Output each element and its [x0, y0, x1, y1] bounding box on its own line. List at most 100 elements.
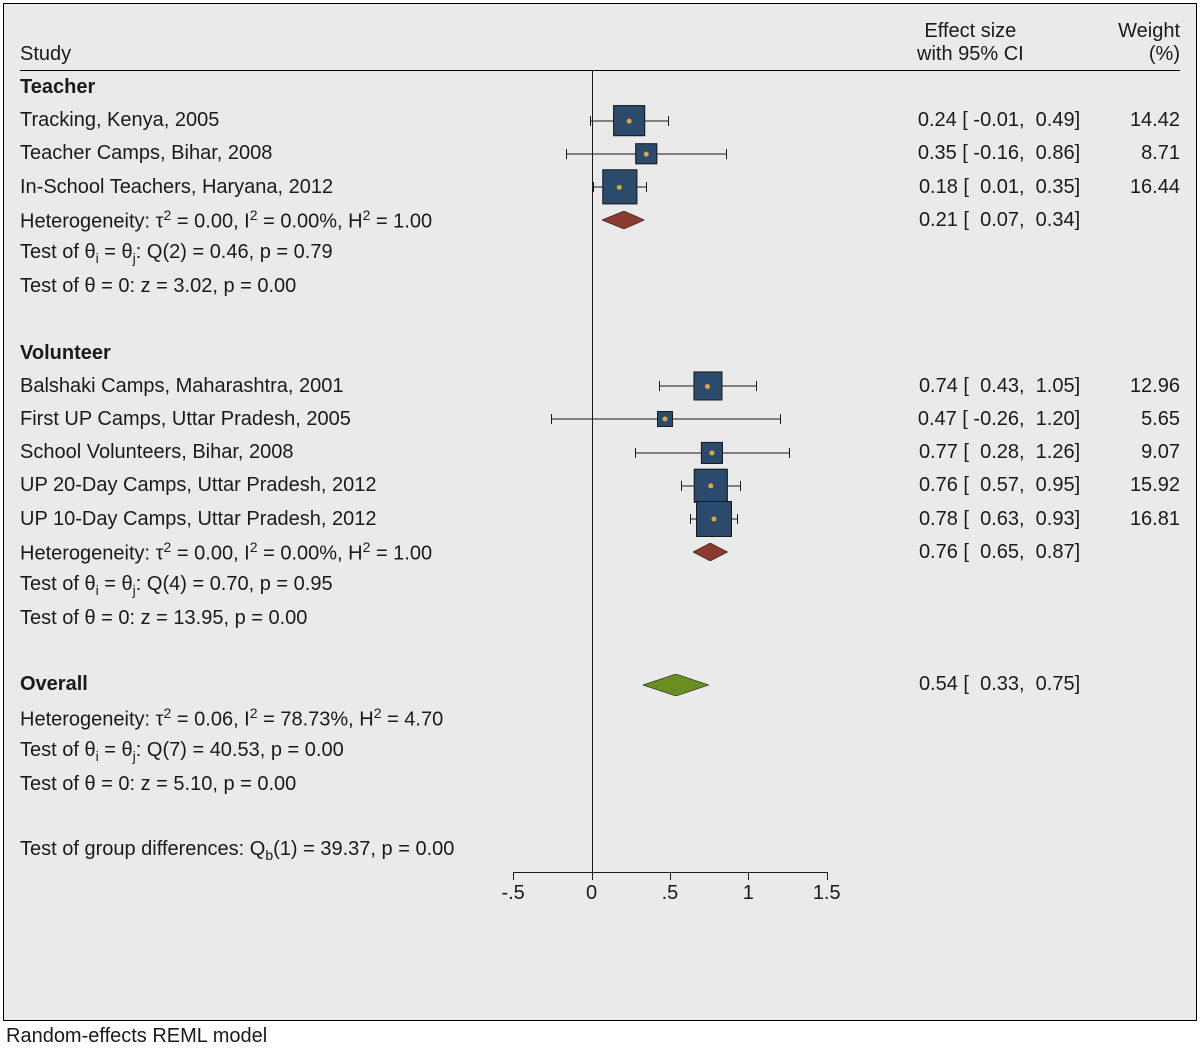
col-study: Test of θ = 0: z = 13.95, p = 0.00: [20, 607, 469, 630]
effect-dot-icon: [663, 417, 668, 422]
ci-cap-hi: [756, 381, 757, 391]
forest-row-group: Teacher: [20, 71, 1180, 104]
col-effect: 0.35 [ -0.16, 0.86]: [861, 142, 1081, 165]
col-study: Overall: [20, 673, 469, 696]
col-study: Balshaki Camps, Maharashtra, 2001: [20, 375, 469, 398]
col-weight: 14.42: [1080, 109, 1180, 132]
forest-row-text: Test of group differences: Qb(1) = 39.37…: [20, 834, 1180, 867]
col-weight: 5.65: [1080, 408, 1180, 431]
axis-tick: [748, 872, 749, 880]
forest-row-study: School Volunteers, Bihar, 2008 0.77 [ 0.2…: [20, 436, 1180, 469]
col-study: Volunteer: [20, 342, 469, 365]
header-effect-l2: with 95% CI: [861, 43, 1081, 66]
header-study: Study: [20, 43, 469, 66]
forest-row-study: UP 10-Day Camps, Uttar Pradesh, 20120.78…: [20, 502, 1180, 535]
effect-square: [602, 169, 637, 204]
effect-square: [636, 143, 657, 164]
ci-cap-hi: [668, 116, 669, 126]
forest-row-text: Heterogeneity: τ2 = 0.06, I2 = 78.73%, H…: [20, 702, 1180, 735]
col-effect: 0.24 [ -0.01, 0.49]: [861, 109, 1081, 132]
effect-square: [657, 411, 673, 427]
ci-cap-hi: [789, 448, 790, 458]
forest-row-study: Tracking, Kenya, 2005 0.24 [ -0.01, 0.49]…: [20, 104, 1180, 137]
x-axis: -.50.511.5: [20, 872, 1180, 912]
ci-cap-lo: [590, 116, 591, 126]
axis-tick-label: 0: [586, 882, 597, 905]
axis-tick: [513, 872, 514, 880]
col-study: Teacher Camps, Bihar, 2008: [20, 142, 469, 165]
header-effect-l1: Effect size: [861, 20, 1081, 43]
forest-row-study: Balshaki Camps, Maharashtra, 2001 0.74 [ …: [20, 370, 1180, 403]
ci-cap-lo: [635, 448, 636, 458]
forest-row-diamond: Heterogeneity: τ2 = 0.00, I2 = 0.00%, H2…: [20, 204, 1180, 237]
forest-row-study: Teacher Camps, Bihar, 2008 0.35 [ -0.16, …: [20, 137, 1180, 170]
ci-cap-hi: [737, 514, 738, 524]
col-effect: 0.77 [ 0.28, 1.26]: [861, 441, 1081, 464]
forest-row-overall: Overall 0.54 [ 0.33, 0.75]: [20, 668, 1180, 701]
effect-dot-icon: [627, 118, 632, 123]
col-study: Heterogeneity: τ2 = 0.00, I2 = 0.00%, H2…: [20, 539, 469, 566]
ci-cap-hi: [740, 481, 741, 491]
forest-row-group: Volunteer: [20, 337, 1180, 370]
forest-row-text: Test of θi = θj: Q(2) = 0.46, p = 0.79: [20, 237, 1180, 270]
col-effect: 0.76 [ 0.65, 0.87]: [861, 541, 1081, 564]
ci-cap-lo: [659, 381, 660, 391]
axis-tick-label: .5: [662, 882, 679, 905]
axis-tick: [592, 872, 593, 880]
axis-tick: [670, 872, 671, 880]
col-study: Tracking, Kenya, 2005: [20, 109, 469, 132]
axis-tick-label: -.5: [501, 882, 524, 905]
rows-host: Teacher Tracking, Kenya, 2005 0.24 [ -0.01…: [4, 71, 1196, 868]
col-study: Test of θ = 0: z = 3.02, p = 0.00: [20, 275, 469, 298]
forest-row-spacer: [20, 635, 1180, 668]
effect-dot-icon: [617, 185, 622, 190]
col-weight: 8.71: [1080, 142, 1180, 165]
col-study: In-School Teachers, Haryana, 2012: [20, 176, 469, 199]
col-effect: 0.47 [ -0.26, 1.20]: [861, 408, 1081, 431]
col-weight: 12.96: [1080, 375, 1180, 398]
forest-row-text: Test of θi = θj: Q(4) = 0.70, p = 0.95: [20, 569, 1180, 602]
header-row: Study Effect size with 95% CI Weight (%): [4, 4, 1196, 66]
ci-cap-lo: [681, 481, 682, 491]
ref-vertical-line: [592, 71, 593, 872]
ci-cap-hi: [646, 182, 647, 192]
col-study: Test of group differences: Qb(1) = 39.37…: [20, 838, 469, 863]
forest-row-text: Test of θ = 0: z = 13.95, p = 0.00: [20, 602, 1180, 635]
forest-row-study: In-School Teachers, Haryana, 2012 0.18 [ …: [20, 171, 1180, 204]
col-study: Test of θi = θj: Q(7) = 40.53, p = 0.00: [20, 739, 469, 764]
col-study: Test of θi = θj: Q(4) = 0.70, p = 0.95: [20, 573, 469, 598]
forest-row-spacer: [20, 303, 1180, 336]
col-effect: 0.74 [ 0.43, 1.05]: [861, 375, 1081, 398]
col-weight: 15.92: [1080, 474, 1180, 497]
axis-tick-label: 1.5: [813, 882, 841, 905]
ci-cap-hi: [726, 149, 727, 159]
axis-tick: [827, 872, 828, 880]
effect-square: [701, 442, 723, 464]
col-study: First UP Camps, Uttar Pradesh, 2005: [20, 408, 469, 431]
col-study: Heterogeneity: τ2 = 0.00, I2 = 0.00%, H2…: [20, 207, 469, 234]
forest-plot-panel: Study Effect size with 95% CI Weight (%)…: [3, 3, 1197, 1021]
effect-square: [696, 501, 732, 537]
ci-cap-lo: [566, 149, 567, 159]
forest-row-text: Test of θi = θj: Q(7) = 40.53, p = 0.00: [20, 735, 1180, 768]
col-weight: 16.81: [1080, 508, 1180, 531]
effect-dot-icon: [708, 483, 713, 488]
effect-dot-icon: [705, 384, 710, 389]
col-study: School Volunteers, Bihar, 2008: [20, 441, 469, 464]
subgroup-diamond-icon: [602, 211, 644, 229]
col-effect: 0.18 [ 0.01, 0.35]: [861, 176, 1081, 199]
col-study: Test of θi = θj: Q(2) = 0.46, p = 0.79: [20, 241, 469, 266]
effect-dot-icon: [710, 450, 715, 455]
ci-cap-lo: [551, 414, 552, 424]
col-study: Teacher: [20, 76, 469, 99]
ci-cap-lo: [690, 514, 691, 524]
col-weight: 9.07: [1080, 441, 1180, 464]
effect-dot-icon: [711, 517, 716, 522]
col-study: Test of θ = 0: z = 5.10, p = 0.00: [20, 773, 469, 796]
col-effect: 0.54 [ 0.33, 0.75]: [861, 673, 1081, 696]
forest-row-diamond: Heterogeneity: τ2 = 0.00, I2 = 0.00%, H2…: [20, 536, 1180, 569]
col-study: UP 20-Day Camps, Uttar Pradesh, 2012: [20, 474, 469, 497]
effect-square: [613, 105, 645, 137]
effect-square: [693, 469, 727, 503]
forest-row-text: Test of θ = 0: z = 5.10, p = 0.00: [20, 768, 1180, 801]
